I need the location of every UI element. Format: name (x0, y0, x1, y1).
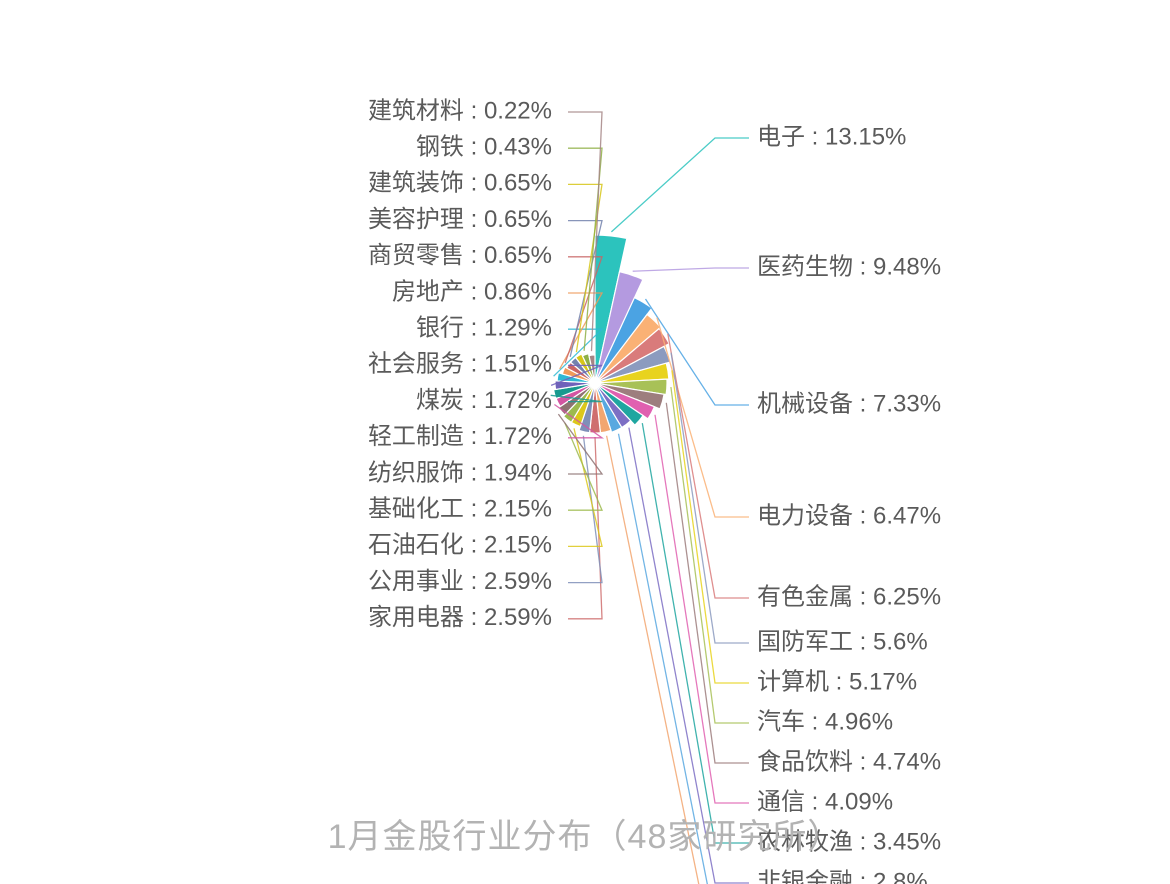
pie-slice[interactable] (594, 270, 644, 384)
pie-slice[interactable] (594, 382, 623, 434)
slice-label: 建筑材料 : 0.22% (368, 97, 552, 124)
slice-label: 医药生物 : 9.48% (757, 253, 941, 280)
leader-line (568, 147, 603, 351)
pie-slice[interactable] (562, 382, 596, 424)
leader-line (554, 403, 605, 439)
slice-label: 基础化工 : 2.15% (368, 496, 552, 523)
pie-slice[interactable] (552, 382, 596, 400)
leader-line (568, 183, 603, 353)
slice-label: 商贸零售 : 0.65% (368, 242, 552, 269)
leader-line (665, 402, 749, 764)
slice-label: 煤炭 : 1.72% (416, 387, 552, 414)
leader-line (610, 137, 749, 233)
leader-line (568, 111, 603, 352)
leader-line (605, 435, 700, 884)
pie-slice[interactable] (594, 382, 656, 420)
slice-label: 公用事业 : 2.59% (368, 568, 552, 595)
slice-label: 计算机 : 5.17% (757, 668, 917, 695)
slice-label: 美容护理 : 0.65% (368, 206, 552, 233)
slice-label: 石油石化 : 2.15% (368, 532, 552, 559)
slice-label: 非银金融 : 2.8% (757, 868, 928, 884)
pie-slice[interactable] (594, 378, 668, 396)
slice-label: 有色金属 : 6.25% (757, 583, 941, 610)
pie-slice[interactable] (594, 362, 670, 384)
leader-line (632, 267, 749, 272)
pie-slice[interactable] (574, 353, 596, 384)
leader-line (568, 219, 603, 357)
pie-slice[interactable] (594, 382, 644, 426)
leader-lines (550, 111, 749, 884)
slice-label: 钢铁 : 0.43% (416, 134, 552, 161)
leader-line (564, 422, 603, 511)
slice-label: 轻工制造 : 1.72% (368, 423, 552, 450)
leader-line (568, 436, 603, 620)
slice-label: 农林牧渔 : 3.45% (757, 828, 941, 855)
leader-line (550, 364, 603, 387)
leader-line (644, 298, 749, 406)
slice-label: 国防军工 : 5.6% (757, 628, 928, 655)
slice-label: 汽车 : 4.96% (757, 708, 893, 735)
slice-label: 通信 : 4.09% (757, 788, 893, 815)
slice-label: 银行 : 1.29% (416, 315, 552, 342)
leader-line (641, 422, 749, 844)
pie-slice[interactable] (581, 352, 596, 384)
leader-line (617, 433, 708, 884)
slice-label: 房地产 : 0.86% (392, 278, 552, 305)
leader-line (671, 370, 749, 684)
leader-line (654, 414, 749, 804)
leader-line (557, 413, 604, 475)
slice-label: 社会服务 : 1.51% (368, 351, 552, 378)
leader-line (628, 427, 749, 884)
slice-labels: 电子 : 13.15% 医药生物 : 9.48% 机械设备 : 7.33% 电力设备 … (368, 97, 941, 884)
slice-label: 机械设备 : 7.33% (757, 390, 941, 417)
leader-line (667, 333, 749, 599)
pie-slices (552, 234, 671, 434)
slice-label: 电力设备 : 6.47% (757, 502, 941, 529)
leader-line (550, 394, 603, 403)
slice-label: 建筑装饰 : 0.65% (368, 170, 552, 197)
slice-label: 电子 : 13.15% (757, 123, 906, 150)
slice-label: 纺织服饰 : 1.94% (368, 459, 552, 486)
chart-title: 1月金股行业分布（48家研究所） (327, 818, 843, 856)
leader-line (670, 352, 749, 644)
slice-label: 食品饮料 : 4.74% (757, 748, 941, 775)
leader-line (568, 435, 603, 584)
slice-label: 家用电器 : 2.59% (368, 604, 552, 631)
leader-line (670, 387, 749, 724)
pie-slice[interactable] (594, 313, 662, 384)
